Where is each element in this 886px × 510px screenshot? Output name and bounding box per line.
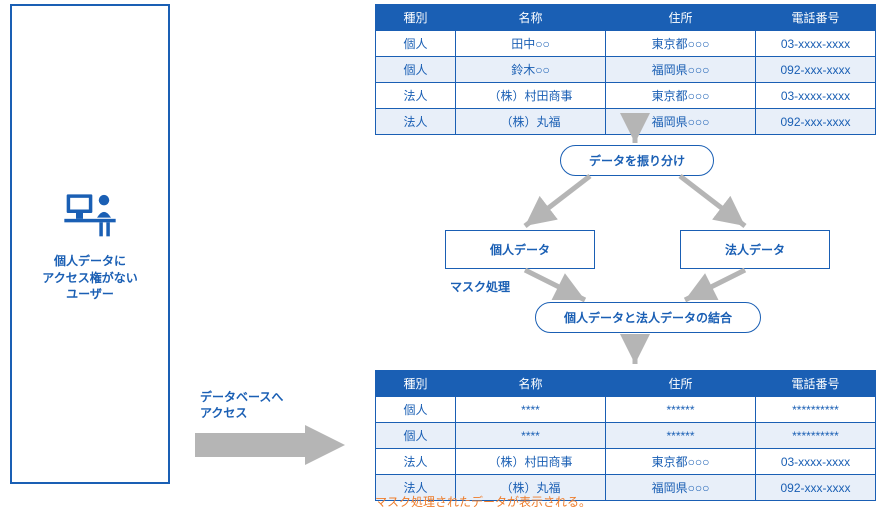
cell-addr: 東京都○○○ [606,83,756,109]
cell-name: （株）村田商事 [456,83,606,109]
result-table: 種別 名称 住所 電話番号 個人********************個人**… [375,370,876,501]
distribute-node: データを振り分け [560,145,714,176]
cell-tel: 03-xxxx-xxxx [756,31,876,57]
user-label-line3: ユーザー [66,287,114,301]
cell-addr: ****** [606,423,756,449]
cell-type: 法人 [376,83,456,109]
col-addr-header: 住所 [606,5,756,31]
table-header-row: 種別 名称 住所 電話番号 [376,371,876,397]
merge-node: 個人データと法人データの結合 [535,302,761,333]
corporate-data-node: 法人データ [680,230,830,269]
cell-addr: 東京都○○○ [606,449,756,475]
table-row: 法人（株）村田商事東京都○○○03-xxxx-xxxx [376,83,876,109]
table-row: 個人******************** [376,423,876,449]
user-label-line1: 個人データに [54,254,126,268]
table-row: 個人鈴木○○福岡県○○○092-xxx-xxxx [376,57,876,83]
cell-addr: 福岡県○○○ [606,109,756,135]
cell-type: 個人 [376,423,456,449]
cell-addr: 福岡県○○○ [606,475,756,501]
cell-type: 法人 [376,109,456,135]
cell-addr: 東京都○○○ [606,31,756,57]
cell-name: **** [456,423,606,449]
mask-label: マスク処理 [450,278,510,295]
col-addr-header: 住所 [606,371,756,397]
user-label-line2: アクセス権がない [42,271,137,285]
user-label: 個人データに アクセス権がない ユーザー [42,253,137,303]
col-tel-header: 電話番号 [756,5,876,31]
col-name-header: 名称 [456,371,606,397]
col-name-header: 名称 [456,5,606,31]
cell-name: （株）丸福 [456,109,606,135]
cell-name: （株）村田商事 [456,449,606,475]
cell-tel: 03-xxxx-xxxx [756,449,876,475]
cell-tel: 092-xxx-xxxx [756,109,876,135]
user-at-desk-icon [62,185,118,241]
access-line1: データベースへ [200,390,283,404]
cell-tel: 092-xxx-xxxx [756,475,876,501]
col-type-header: 種別 [376,371,456,397]
col-type-header: 種別 [376,5,456,31]
source-table: 種別 名称 住所 電話番号 個人田中○○東京都○○○03-xxxx-xxxx個人… [375,4,876,135]
table-row: 個人田中○○東京都○○○03-xxxx-xxxx [376,31,876,57]
table-row: 個人******************** [376,397,876,423]
table-row: 法人（株）丸福福岡県○○○092-xxx-xxxx [376,109,876,135]
cell-name: 田中○○ [456,31,606,57]
cell-tel: 03-xxxx-xxxx [756,83,876,109]
col-tel-header: 電話番号 [756,371,876,397]
cell-tel: ********** [756,423,876,449]
table-header-row: 種別 名称 住所 電話番号 [376,5,876,31]
access-arrow-icon [195,425,345,465]
cell-type: 法人 [376,449,456,475]
cell-name: 鈴木○○ [456,57,606,83]
table-row: 法人（株）村田商事東京都○○○03-xxxx-xxxx [376,449,876,475]
cell-addr: 福岡県○○○ [606,57,756,83]
cell-addr: ****** [606,397,756,423]
user-panel: 個人データに アクセス権がない ユーザー [10,4,170,484]
cell-type: 個人 [376,31,456,57]
cell-type: 個人 [376,57,456,83]
access-line2: アクセス [200,406,247,420]
cell-tel: ********** [756,397,876,423]
cell-type: 個人 [376,397,456,423]
access-label: データベースへ アクセス [200,390,283,421]
personal-data-node: 個人データ [445,230,595,269]
cell-name: **** [456,397,606,423]
caption: マスク処理されたデータが表示される。 [375,493,591,510]
cell-tel: 092-xxx-xxxx [756,57,876,83]
